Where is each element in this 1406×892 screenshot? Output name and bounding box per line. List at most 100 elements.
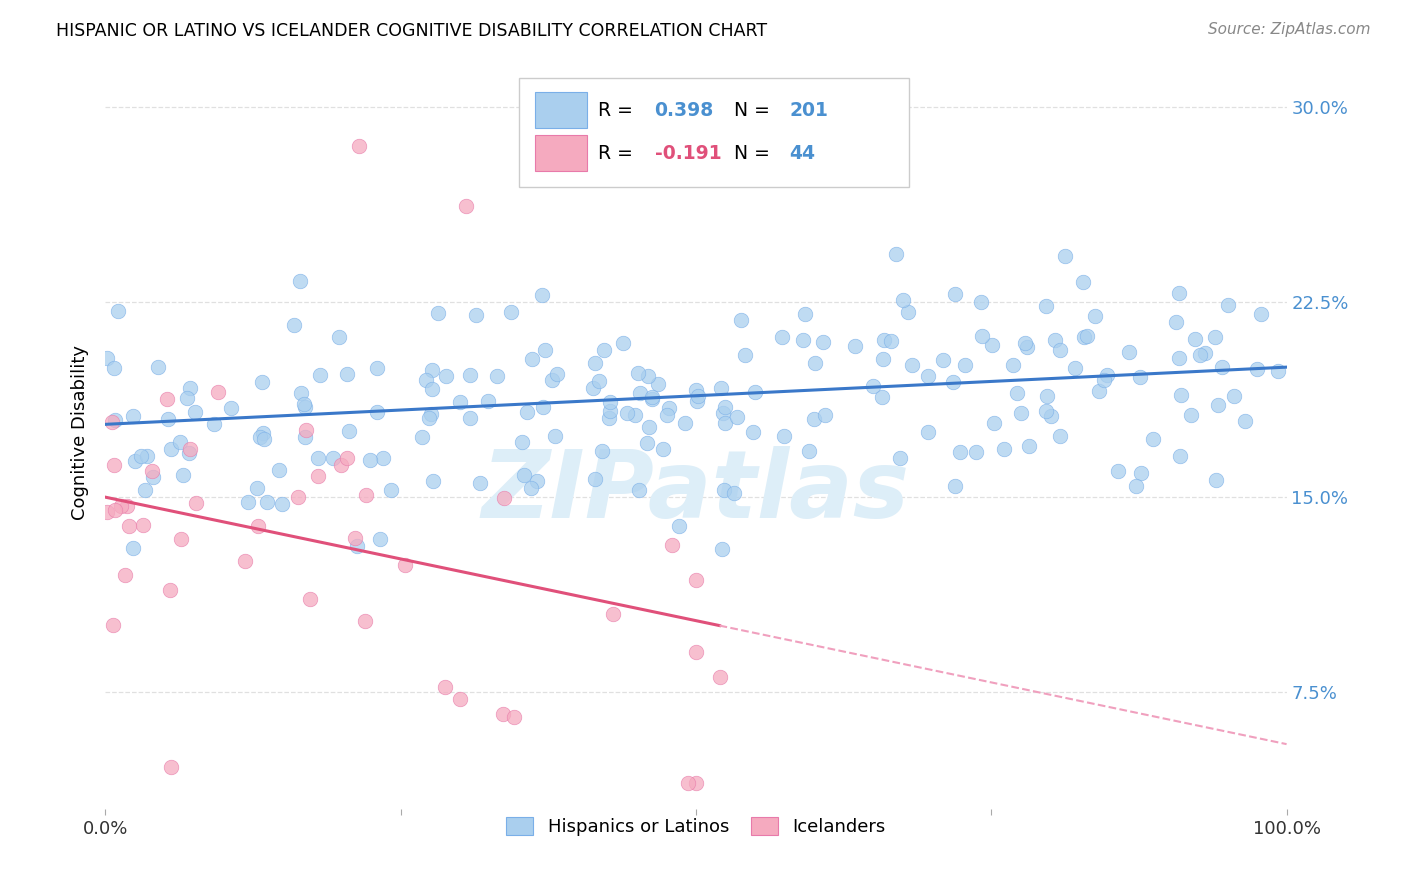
Point: [1206, 398, 1229, 412]
Point: [955, 358, 977, 372]
Point: [582, 381, 605, 395]
Point: [253, 432, 276, 446]
Point: [773, 429, 796, 443]
Point: [366, 360, 388, 375]
Point: [343, 531, 366, 545]
Point: [1180, 408, 1202, 422]
Point: [1129, 370, 1152, 384]
Text: HISPANIC OR LATINO VS ICELANDER COGNITIVE DISABILITY CORRELATION CHART: HISPANIC OR LATINO VS ICELANDER COGNITIV…: [56, 22, 768, 40]
Point: [526, 474, 548, 488]
Point: [638, 419, 661, 434]
Point: [136, 449, 159, 463]
Point: [1204, 329, 1226, 343]
Point: [371, 450, 394, 465]
Point: [1043, 333, 1066, 347]
Point: [1010, 406, 1032, 420]
Point: [744, 384, 766, 399]
Point: [267, 463, 290, 477]
Point: [491, 706, 513, 721]
Point: [730, 313, 752, 327]
FancyBboxPatch shape: [536, 135, 588, 171]
Point: [290, 385, 312, 400]
Point: [1118, 345, 1140, 359]
Point: [270, 497, 292, 511]
Text: 201: 201: [789, 101, 828, 120]
Point: [160, 760, 183, 774]
Point: [520, 481, 543, 495]
Point: [184, 496, 207, 510]
Point: [813, 334, 835, 349]
Point: [544, 429, 567, 443]
Point: [294, 430, 316, 444]
Point: [884, 247, 907, 261]
Point: [142, 470, 165, 484]
Point: [714, 401, 737, 415]
Point: [889, 450, 911, 465]
Point: [661, 538, 683, 552]
Point: [612, 336, 634, 351]
Point: [307, 469, 329, 483]
Point: [534, 343, 557, 357]
Point: [673, 416, 696, 430]
Point: [104, 502, 127, 516]
Point: [485, 369, 508, 384]
Point: [159, 582, 181, 597]
Point: [141, 464, 163, 478]
Point: [941, 375, 963, 389]
Point: [354, 614, 377, 628]
Point: [1073, 330, 1095, 344]
Legend: Hispanics or Latinos, Icelanders: Hispanics or Latinos, Icelanders: [498, 808, 894, 846]
Point: [742, 425, 765, 440]
Point: [329, 458, 352, 473]
Point: [418, 411, 440, 425]
Point: [541, 373, 564, 387]
Point: [420, 362, 443, 376]
Point: [236, 495, 259, 509]
Point: [685, 644, 707, 658]
Point: [117, 499, 139, 513]
Point: [336, 367, 359, 381]
Point: [949, 445, 972, 459]
Point: [1073, 275, 1095, 289]
Point: [454, 199, 477, 213]
Point: [288, 274, 311, 288]
Point: [713, 416, 735, 430]
Point: [366, 405, 388, 419]
Point: [797, 444, 820, 458]
Point: [294, 401, 316, 415]
Point: [103, 360, 125, 375]
Point: [415, 373, 437, 387]
Point: [1168, 351, 1191, 365]
Point: [1250, 307, 1272, 321]
Point: [713, 483, 735, 497]
Point: [1107, 464, 1129, 478]
Point: [103, 458, 125, 473]
Point: [1092, 372, 1115, 386]
Point: [1049, 429, 1071, 443]
Point: [1184, 332, 1206, 346]
Point: [110, 499, 132, 513]
Point: [637, 369, 659, 384]
Point: [1015, 340, 1038, 354]
Point: [207, 385, 229, 400]
Point: [599, 403, 621, 417]
Point: [710, 381, 733, 395]
Point: [129, 449, 152, 463]
Point: [468, 476, 491, 491]
Point: [685, 776, 707, 790]
Point: [709, 670, 731, 684]
Point: [335, 450, 357, 465]
Point: [593, 343, 616, 357]
Point: [422, 474, 444, 488]
Point: [530, 287, 553, 301]
Point: [124, 454, 146, 468]
Point: [652, 442, 675, 456]
Point: [980, 338, 1002, 352]
Point: [380, 483, 402, 497]
Point: [434, 369, 457, 384]
Point: [1216, 298, 1239, 312]
Point: [172, 467, 194, 482]
Point: [794, 307, 817, 321]
Point: [292, 397, 315, 411]
Point: [156, 412, 179, 426]
